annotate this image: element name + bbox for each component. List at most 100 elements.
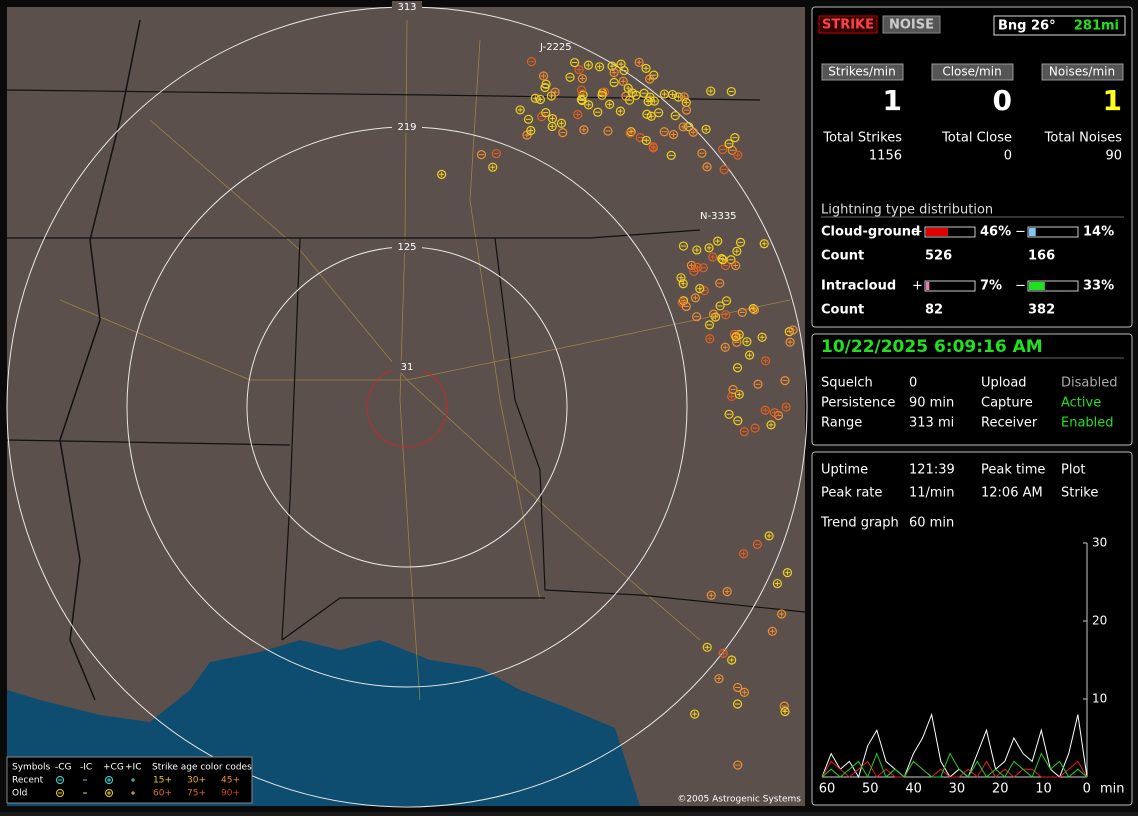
strike-symbol [722, 587, 732, 597]
strike-symbol [659, 127, 669, 137]
mode-button[interactable] [882, 15, 941, 34]
ring-label: 219 [397, 122, 416, 133]
strike-symbol [654, 108, 664, 118]
ring-label-bg [392, 121, 422, 133]
x-tick-label: 10 [1035, 782, 1052, 797]
strike-symbol [491, 148, 501, 159]
strike-symbol [565, 72, 575, 82]
legend-row-label: Old [12, 789, 27, 799]
strike-symbol [724, 139, 734, 149]
strike-symbol [706, 86, 716, 96]
strike-symbol [744, 350, 755, 360]
strike-symbol [757, 332, 767, 342]
strike-symbol [731, 260, 741, 271]
status-cell: Disabled [1061, 376, 1117, 391]
section-title: Lightning type distribution [821, 203, 993, 218]
strike-symbol [594, 62, 605, 72]
strike-symbol [678, 122, 688, 132]
total-label: Total Close [941, 131, 1012, 146]
strike-symbol [681, 301, 691, 312]
strike-symbol [666, 150, 676, 160]
status-cell: Persistence [821, 396, 895, 411]
strike-symbol [627, 88, 637, 98]
strike-symbol [476, 150, 487, 160]
strike-symbol [704, 243, 714, 253]
strike-symbol [732, 363, 743, 373]
mode-button[interactable] [818, 15, 878, 34]
ring-label: 313 [397, 2, 416, 13]
legend: Symbols -CG -IC +CG +IC Strike age color code… [6, 756, 253, 804]
legend-row-label: Recent [12, 776, 44, 786]
dist-percent: 14% [1083, 225, 1114, 240]
strike-symbol [780, 376, 790, 386]
strike-symbol [704, 320, 715, 330]
strike-symbol [772, 578, 782, 589]
rate-value: 1 [883, 84, 902, 117]
strike-symbol [697, 148, 707, 158]
strike-symbol [750, 423, 760, 433]
strike-symbol [515, 105, 525, 115]
strike-symbol [605, 99, 615, 109]
strike-symbol [541, 108, 551, 118]
strike-symbol [767, 626, 777, 636]
strike-symbol [626, 127, 636, 137]
strike-symbol [678, 241, 689, 251]
storm-label: N-3335 [700, 211, 737, 222]
status-cell: Upload [981, 376, 1027, 391]
strike-symbol [713, 236, 723, 246]
strike-symbol [526, 125, 536, 136]
dist-percent: 33% [1083, 279, 1114, 294]
trend-value: 60 min [909, 516, 954, 531]
strike-symbol [760, 405, 770, 415]
panel-box [811, 333, 1133, 446]
strike-symbol [721, 296, 732, 306]
strike-symbol [788, 325, 798, 335]
x-tick-label: 60 [819, 782, 836, 797]
strike-symbol [570, 57, 580, 68]
stats-cell: Peak time [981, 463, 1045, 478]
strike-symbol [701, 124, 711, 134]
dist-count-label: Count [821, 303, 864, 318]
status-cell: Receiver [981, 416, 1038, 431]
strike-symbol [733, 416, 743, 426]
strike-symbol [576, 95, 586, 105]
strike-symbol [678, 279, 688, 289]
legend-symbol [56, 789, 64, 797]
status-cell: Range [821, 416, 862, 431]
strike-symbol [488, 162, 498, 172]
strike-symbol [702, 642, 712, 652]
trend-line [821, 712, 1088, 779]
strike-symbol [733, 150, 743, 160]
strike-symbol [718, 144, 728, 155]
strike-symbol [739, 687, 749, 697]
dist-bar-track [924, 280, 976, 292]
strike-symbol [583, 60, 593, 70]
status-cell: Enabled [1061, 416, 1114, 431]
strike-symbol [698, 263, 709, 273]
strike-symbol [720, 260, 731, 271]
strike-symbol [710, 312, 721, 322]
strike-symbol [776, 609, 787, 619]
dist-count: 82 [925, 303, 943, 318]
strike-symbol [579, 125, 589, 135]
legend-column: +CG [103, 763, 124, 773]
bearing-box [993, 15, 1126, 36]
legend-symbol [105, 789, 113, 797]
legend-age: 30+ [187, 776, 206, 786]
strikes [437, 57, 798, 770]
rate-header-label: Strikes/min [828, 65, 895, 79]
stats-cell: Peak rate [821, 486, 882, 501]
strike-symbol [641, 63, 651, 73]
dist-count: 526 [925, 249, 952, 264]
strike-symbol [577, 74, 587, 84]
strike-symbol [718, 255, 728, 265]
strike-symbol [729, 329, 739, 339]
strike-symbol [539, 71, 549, 81]
strike-symbol [646, 111, 656, 121]
strike-symbol [618, 76, 628, 86]
dist-percent: 46% [980, 225, 1011, 240]
strike-symbol [578, 90, 588, 100]
stats-cell: Uptime [821, 463, 868, 478]
x-tick-label: 40 [905, 782, 922, 797]
total-label: Total Noises [1044, 131, 1123, 146]
